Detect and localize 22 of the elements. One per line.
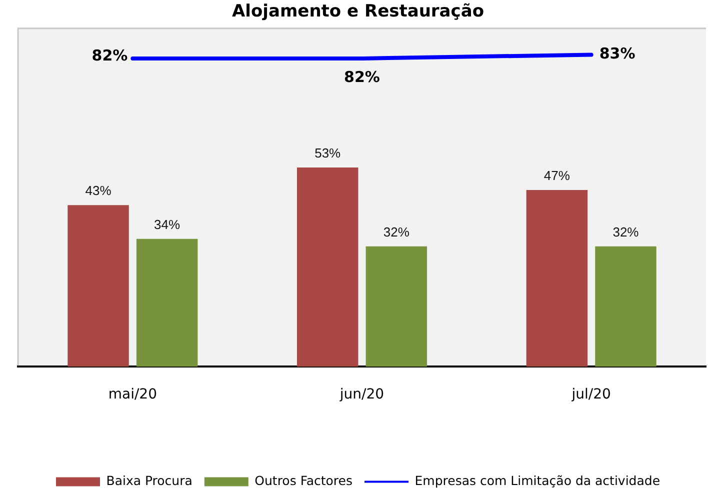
x-tick-label: jul/20 [570, 386, 611, 403]
x-tick-label: mai/20 [108, 386, 157, 403]
bar [595, 246, 656, 367]
bar [526, 190, 588, 367]
bar [366, 246, 428, 367]
legend-label: Outros Factores [254, 473, 353, 488]
x-tick-label: jun/20 [338, 386, 384, 403]
data-label: 82% [344, 68, 380, 86]
legend-label: Empresas com Limitação da actividade [414, 473, 660, 488]
legend-label: Baixa Procura [106, 473, 192, 488]
data-label: 32% [612, 224, 640, 240]
bar [136, 238, 198, 367]
data-label: 32% [383, 224, 410, 240]
bar [296, 167, 358, 367]
data-label: 82% [92, 46, 128, 64]
data-label: 43% [85, 183, 112, 198]
data-label: 34% [154, 216, 181, 232]
data-label: 53% [314, 146, 342, 161]
data-label: 83% [599, 44, 636, 63]
chart-title: Alojamento e Restauração [232, 2, 484, 22]
data-label: 47% [544, 168, 570, 184]
bar [68, 205, 129, 367]
